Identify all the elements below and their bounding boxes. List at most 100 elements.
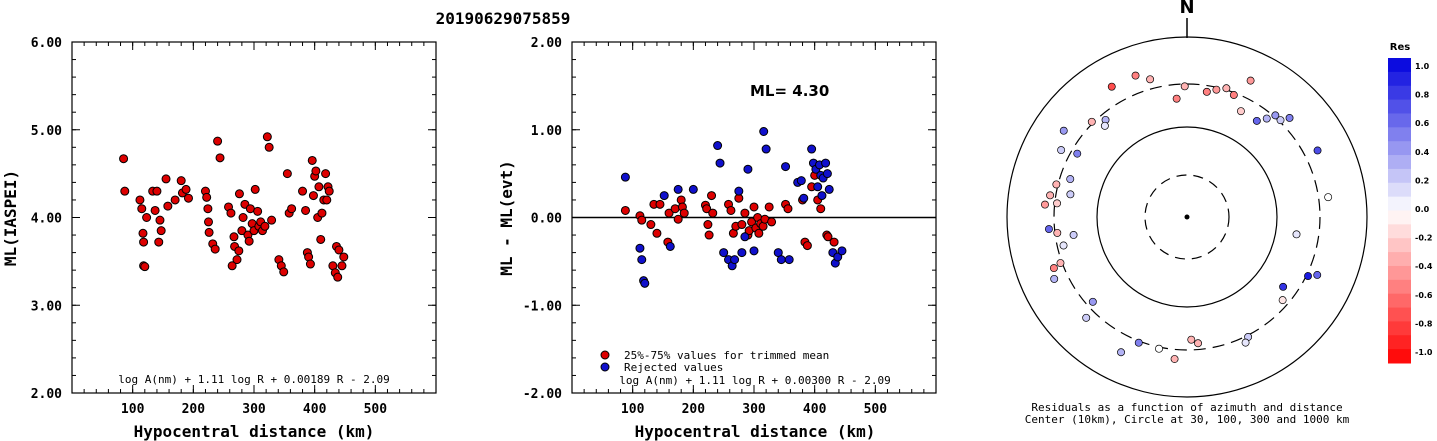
left-point [264, 142, 274, 152]
middle-point-rejected [637, 255, 647, 265]
middle-ytick-label-0: -2.00 [523, 387, 562, 402]
polar-station-point [1172, 94, 1181, 103]
left-point [311, 166, 321, 176]
colorbar-tick-10: -1.0 [1415, 348, 1433, 357]
left-point [215, 153, 225, 163]
colorbar-tick-8: -0.6 [1415, 291, 1433, 300]
colorbar: Res 1.0 0.8 0.6 0.4 0.2 0.0 -0.2 -0.4 -0… [1388, 42, 1433, 364]
middle-point-trimmed [823, 232, 833, 242]
colorbar-cell [1388, 58, 1411, 73]
polar-station-point [1053, 199, 1061, 208]
polar-station-point [1292, 230, 1301, 239]
left-point [333, 272, 343, 282]
polar-station-point [1073, 149, 1082, 158]
left-point [321, 169, 331, 179]
middle-point-rejected [659, 191, 669, 201]
colorbar-tick-7: -0.4 [1415, 262, 1433, 271]
left-point [181, 184, 191, 194]
middle-point-rejected [743, 164, 753, 174]
middle-point-rejected [737, 248, 747, 258]
polar-station-point [1049, 264, 1058, 273]
middle-point-rejected [635, 243, 645, 253]
middle-point-rejected [759, 127, 769, 137]
left-points [119, 132, 349, 282]
polar-points [1041, 71, 1333, 363]
left-point [307, 155, 317, 165]
polar-station-point [1252, 116, 1261, 125]
colorbar-cell [1388, 196, 1411, 211]
middle-point-trimmed [767, 217, 777, 227]
left-point [229, 232, 239, 242]
middle-point-trimmed [747, 217, 757, 227]
middle-xtick-label-1: 200 [682, 402, 706, 417]
polar-station-point [1134, 338, 1143, 347]
left-point [176, 176, 186, 186]
left-xtick-label-2: 300 [242, 402, 266, 417]
polar-station-point [1053, 228, 1062, 237]
colorbar-tick-9: -0.8 [1415, 319, 1433, 328]
middle-point-trimmed [802, 241, 812, 251]
center-point [1184, 214, 1190, 220]
middle-ytick-label-1: -1.00 [523, 299, 562, 314]
left-ytick-label-0: 2.00 [31, 387, 62, 402]
polar-station-point [1117, 348, 1125, 357]
left-point [150, 205, 160, 215]
middle-point-rejected [837, 246, 847, 256]
colorbar-cell [1388, 71, 1411, 87]
left-point [155, 215, 165, 225]
middle-y-axis-label: ML - ML(evt) [497, 160, 516, 276]
middle-ytick-label-3: 1.00 [531, 124, 562, 139]
middle-point-rejected [781, 162, 791, 172]
polar-station-point [1050, 274, 1059, 283]
polar-station-point [1304, 272, 1312, 280]
polar-station-point [1236, 107, 1245, 116]
middle-point-rejected [719, 248, 729, 258]
left-point [226, 208, 236, 218]
polar-station-point [1324, 193, 1333, 202]
middle-point-trimmed [704, 230, 714, 240]
middle-point-rejected [817, 191, 827, 201]
left-point [324, 186, 334, 196]
middle-point-trimmed [749, 202, 759, 212]
middle-point-trimmed [829, 237, 839, 247]
middle-point-trimmed [664, 208, 674, 218]
left-point [298, 186, 308, 196]
left-point [163, 201, 173, 211]
middle-point-trimmed [646, 220, 656, 230]
left-point [337, 261, 347, 271]
polar-station-point [1285, 114, 1294, 122]
polar-station-point [1276, 116, 1285, 125]
left-point [142, 213, 152, 222]
polar-station-point [1052, 180, 1061, 189]
left-point [250, 184, 260, 194]
ring-300km [1053, 83, 1321, 351]
figure-title: 20190629075859 [436, 9, 571, 28]
left-point [232, 255, 242, 265]
colorbar-tick-0: 1.0 [1415, 62, 1430, 71]
polar-station-point [1271, 111, 1280, 120]
middle-point-rejected [813, 182, 823, 192]
middle-point-rejected [761, 144, 771, 154]
colorbar-cell [1388, 349, 1411, 364]
middle-ticks [572, 41, 936, 394]
middle-xtick-label-4: 500 [864, 402, 888, 417]
middle-point-rejected [833, 252, 843, 262]
middle-point-rejected [688, 184, 698, 194]
left-point [317, 208, 327, 218]
polar-station-point [1155, 344, 1163, 353]
middle-point-rejected [740, 232, 750, 242]
middle-point-trimmed [726, 205, 736, 215]
colorbar-title: Res [1390, 42, 1410, 53]
middle-point-rejected [665, 241, 675, 251]
polar-station-point [1241, 338, 1250, 347]
middle-xtick-label-3: 400 [803, 402, 827, 417]
middle-point-trimmed [620, 205, 630, 215]
middle-point-trimmed [702, 204, 712, 214]
legend-marker-rejected [600, 362, 610, 372]
left-point [238, 213, 248, 222]
left-point [210, 244, 220, 254]
colorbar-cell [1388, 168, 1411, 184]
left-point [301, 205, 311, 215]
middle-point-trimmed [703, 220, 713, 230]
left-x-axis-label: Hypocentral distance (km) [134, 422, 375, 441]
